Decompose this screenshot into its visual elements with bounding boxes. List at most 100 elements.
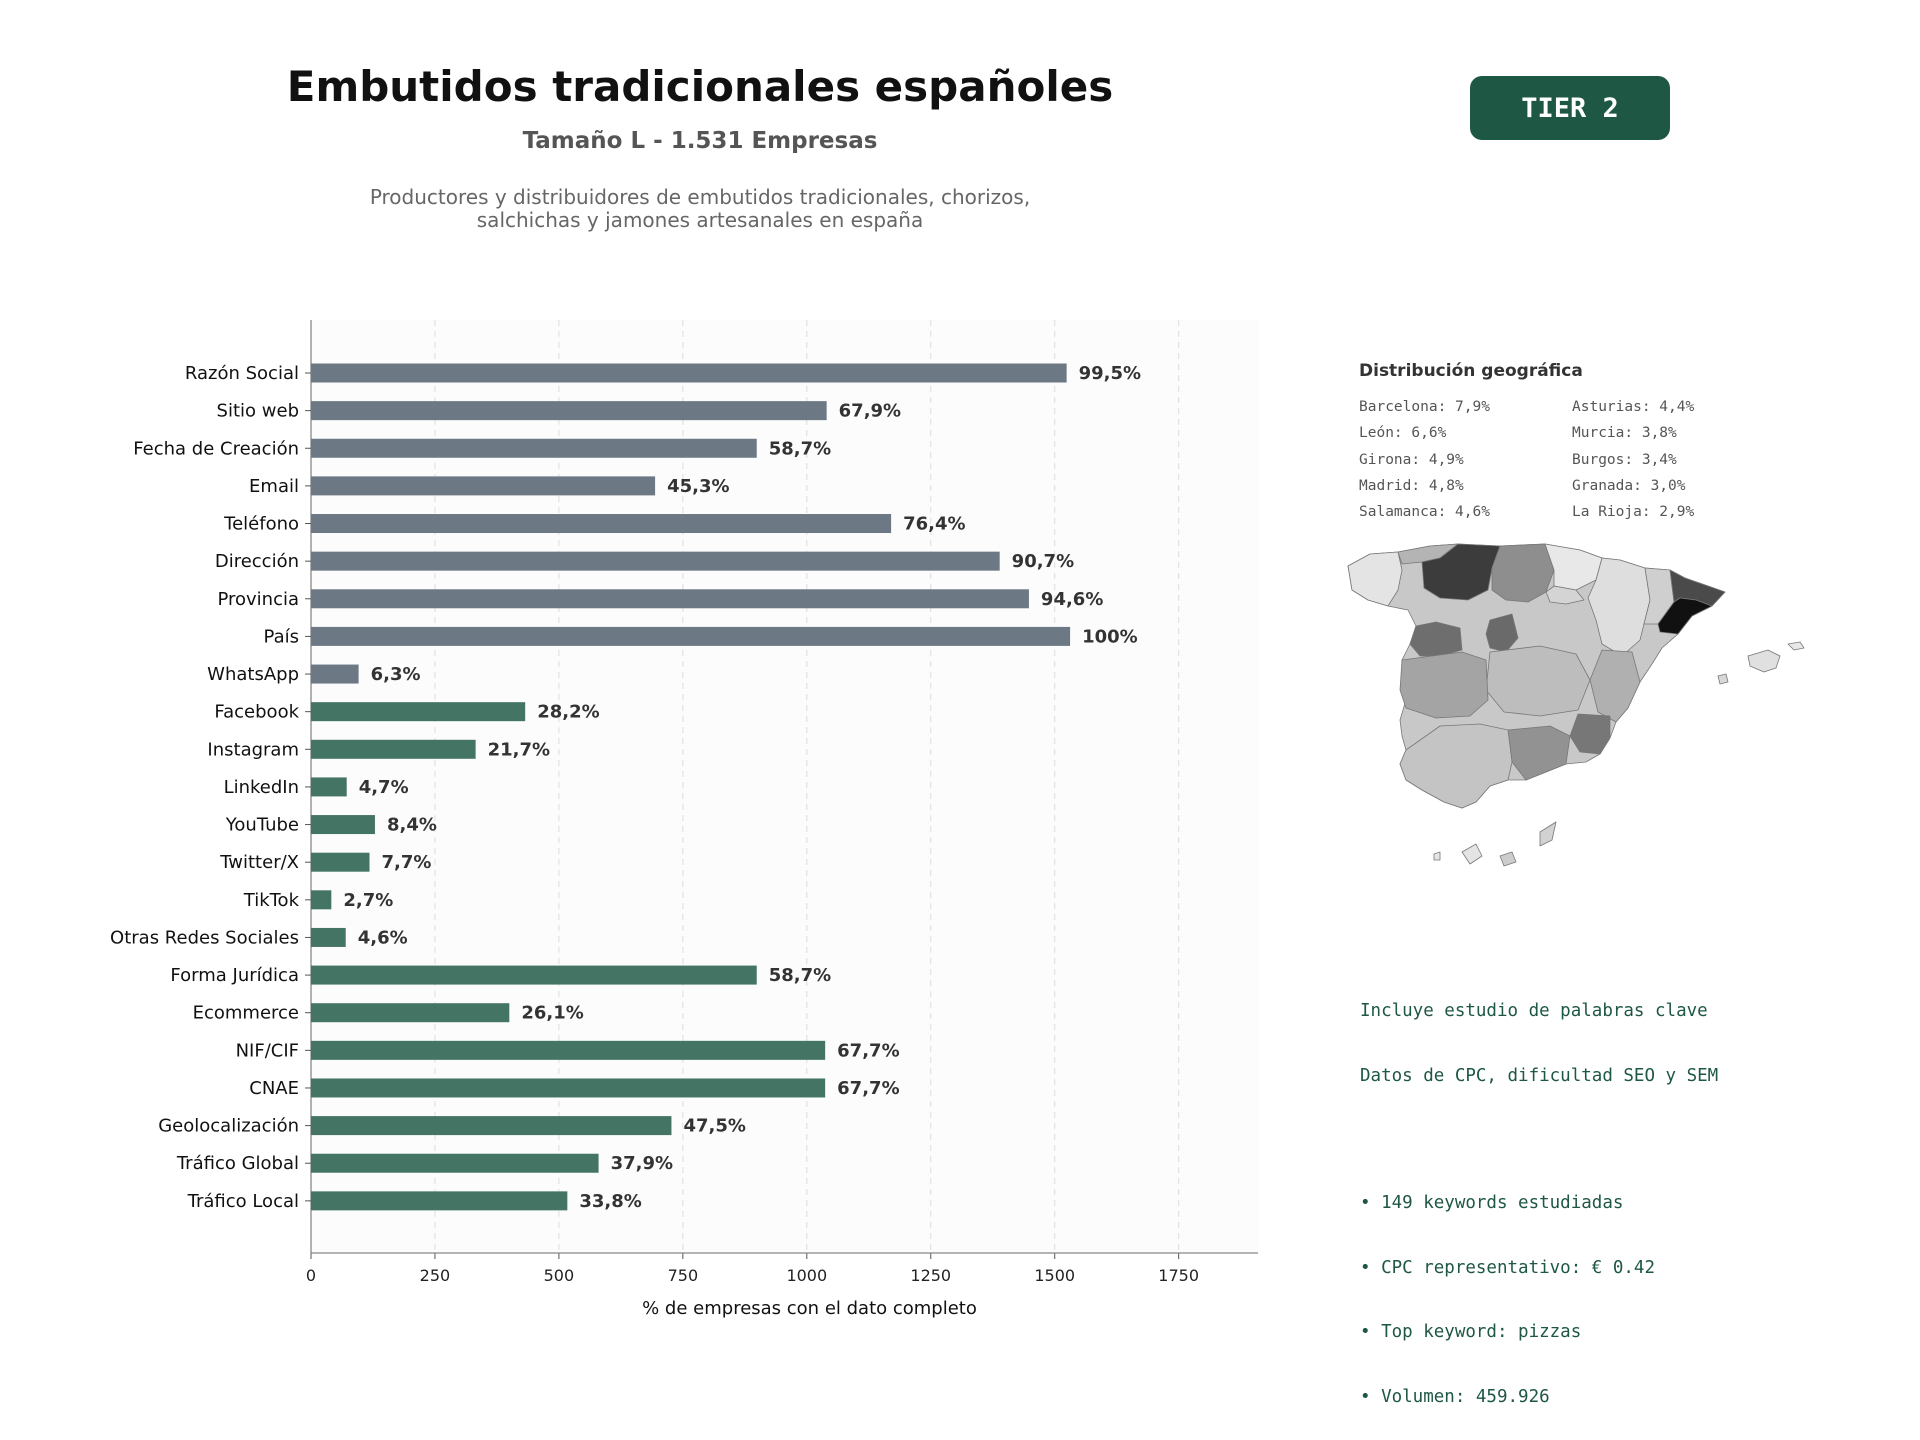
map-region-menorca: [1787, 641, 1805, 651]
bar: [311, 815, 375, 835]
bar-value-label: 4,7%: [359, 777, 409, 798]
x-tick-label: 1250: [910, 1266, 951, 1285]
bar-value-label: 37,9%: [611, 1153, 673, 1174]
tier-badge: TIER 2: [1470, 76, 1670, 140]
category-label: Sitio web: [217, 401, 299, 422]
geo-region-item: Barcelona: 7,9%: [1359, 399, 1490, 415]
bar-value-label: 99,5%: [1079, 363, 1141, 384]
x-tick-label: 1500: [1034, 1266, 1075, 1285]
keywords-line-2: Datos de CPC, dificultad SEO y SEM: [1360, 1065, 1719, 1086]
keywords-bullet: • 149 keywords estudiadas: [1360, 1193, 1624, 1213]
bar-value-label: 58,7%: [769, 965, 831, 986]
x-tick-label: 1000: [786, 1266, 827, 1285]
bar-value-label: 8,4%: [387, 815, 437, 836]
bar: [311, 702, 526, 722]
category-label: Email: [249, 476, 299, 497]
category-label: Fecha de Creación: [133, 438, 299, 459]
x-tick-label: 750: [668, 1266, 699, 1285]
bar: [311, 852, 370, 872]
bar-value-label: 47,5%: [683, 1116, 745, 1137]
bar: [311, 890, 332, 910]
description-line-2: salchichas y jamones artesanales en espa…: [476, 208, 924, 232]
bar-value-label: 94,6%: [1041, 589, 1103, 610]
bar: [311, 363, 1067, 383]
category-label: Ecommerce: [193, 1003, 299, 1024]
category-label: CNAE: [249, 1078, 299, 1099]
geo-distribution-list: Barcelona: 7,9% Asturias: 4,4% León: 6,6…: [1359, 398, 1759, 529]
bar-value-label: 26,1%: [521, 1003, 583, 1024]
bar-value-label: 28,2%: [537, 702, 599, 723]
bar: [311, 1116, 672, 1136]
geo-distribution-title: Distribución geográfica: [1359, 361, 1583, 381]
category-label: Dirección: [215, 551, 299, 572]
map-region-canarias-4: [1433, 851, 1441, 861]
bar: [311, 965, 757, 985]
bar-value-label: 4,6%: [358, 927, 408, 948]
map-region-barcelona: [1657, 597, 1713, 635]
bar-value-label: 21,7%: [488, 739, 550, 760]
category-label: Tráfico Global: [176, 1153, 299, 1174]
bar: [311, 438, 757, 458]
map-region-valencia: [1589, 649, 1641, 723]
x-tick-label: 250: [420, 1266, 451, 1285]
bar-value-label: 67,7%: [837, 1078, 899, 1099]
bar-value-label: 6,3%: [371, 664, 421, 685]
bar: [311, 664, 359, 684]
bar: [311, 739, 476, 759]
bar: [311, 1153, 599, 1173]
bar: [311, 589, 1029, 609]
bar-value-label: 58,7%: [769, 438, 831, 459]
x-axis-label: % de empresas con el dato completo: [642, 1298, 977, 1319]
category-label: Teléfono: [223, 514, 299, 535]
geo-region-item: La Rioja: 2,9%: [1572, 504, 1695, 521]
category-label: Otras Redes Sociales: [110, 927, 299, 948]
map-region-navarra: [1544, 543, 1603, 591]
map-region-salamanca: [1409, 621, 1463, 657]
category-label: LinkedIn: [224, 777, 299, 798]
plot-area: [311, 320, 1258, 1253]
category-label: Provincia: [217, 589, 299, 610]
bar: [311, 777, 347, 797]
spain-choropleth-map: [1347, 543, 1805, 867]
geo-region-item: Madrid: 4,8%: [1359, 477, 1464, 494]
keywords-spacer: [1360, 1130, 1840, 1150]
bar-value-label: 67,9%: [839, 401, 901, 422]
geo-region-item: Asturias: 4,4%: [1572, 399, 1695, 415]
category-label: NIF/CIF: [236, 1040, 299, 1061]
bar-value-label: 2,7%: [343, 890, 393, 911]
page-subtitle: Tamaño L - 1.531 Empresas: [522, 128, 878, 154]
bar: [311, 1078, 826, 1098]
bar: [311, 927, 346, 947]
bar: [311, 1191, 568, 1211]
map-region-granada: [1507, 725, 1571, 781]
map-region-andalucia-west: [1399, 723, 1513, 809]
completeness-bar-chart: 0 250 500 750 1000 1250 1500 1750 Razón Social 99…: [110, 320, 1258, 1319]
page-description: Productores y distribuidores de embutido…: [300, 186, 1100, 232]
keywords-info: Incluye estudio de palabras clave Datos …: [1360, 958, 1840, 1430]
geo-region-item: León: 6,6%: [1359, 425, 1447, 442]
category-label: WhatsApp: [207, 664, 299, 685]
map-region-extremadura: [1399, 651, 1489, 719]
map-region-canarias-1: [1461, 843, 1483, 865]
map-region-leon: [1421, 543, 1501, 601]
map-region-galicia: [1347, 551, 1403, 607]
category-label: Forma Jurídica: [170, 965, 299, 986]
category-label: Facebook: [214, 702, 299, 723]
map-region-ibiza: [1717, 673, 1729, 685]
map-region-la-rioja: [1545, 585, 1585, 605]
x-tick-label: 0: [306, 1266, 316, 1285]
geo-region-item: Burgos: 3,4%: [1572, 451, 1677, 468]
bar-value-label: 100%: [1082, 626, 1138, 647]
description-line-1: Productores y distribuidores de embutido…: [369, 185, 1031, 209]
bar: [311, 514, 892, 534]
category-label: Tráfico Local: [187, 1191, 299, 1212]
keywords-bullet: • CPC representativo: € 0.42: [1360, 1257, 1656, 1278]
bar: [311, 401, 827, 421]
category-label: Razón Social: [185, 363, 299, 384]
keywords-bullet: • Volumen: 459.926: [1360, 1386, 1550, 1407]
bar-value-label: 76,4%: [903, 514, 965, 535]
map-region-canarias-3: [1539, 821, 1557, 847]
bar: [311, 626, 1071, 646]
x-tick-label: 500: [544, 1266, 575, 1285]
map-region-mallorca: [1747, 649, 1781, 673]
